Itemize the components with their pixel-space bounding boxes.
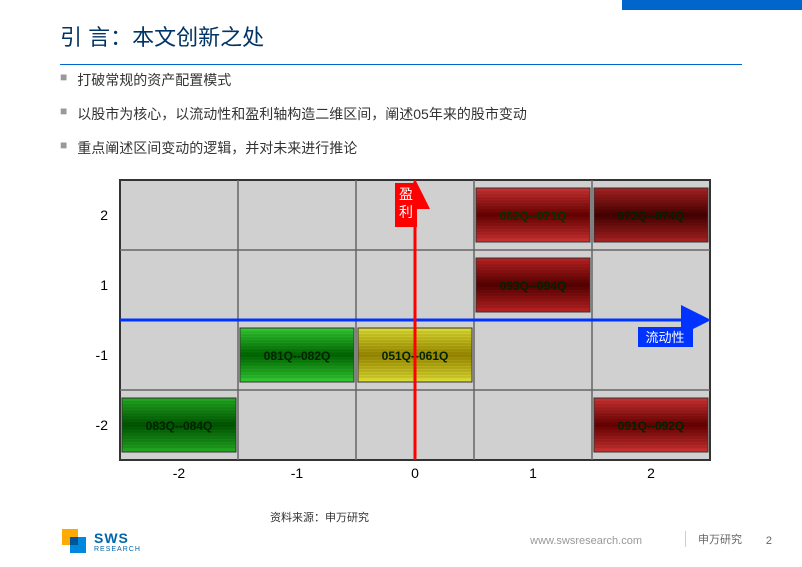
x-tick: -1	[291, 465, 304, 481]
title-area: 引 言：本文创新之处	[60, 20, 742, 65]
footer-brand: 申万研究	[685, 531, 742, 547]
page-title: 引 言：本文创新之处	[60, 20, 742, 60]
y-tick: 1	[100, 277, 108, 293]
x-tick: 0	[411, 465, 419, 481]
bullet-text: 重点阐述区间变动的逻辑，并对未来进行推论	[77, 138, 357, 158]
bullet-marker-icon: ■	[60, 138, 67, 152]
chart-cell-label: 062Q--071Q	[500, 209, 567, 223]
x-tick: 2	[647, 465, 655, 481]
footer: SWS RESEARCH 资料来源：申万研究 www.swsresearch.c…	[0, 515, 802, 555]
title-underline	[60, 64, 742, 65]
y-tick: 2	[100, 207, 108, 223]
chart-cell-label: 081Q--082Q	[264, 349, 331, 363]
x-tick: -2	[173, 465, 186, 481]
bullet-item: ■ 以股市为核心，以流动性和盈利轴构造二维区间，阐述05年来的股市变动	[60, 104, 742, 124]
logo-text: SWS	[94, 530, 141, 546]
chart-cell-label: 083Q--084Q	[146, 419, 213, 433]
footer-url: www.swsresearch.com	[530, 535, 642, 547]
source-text: 资料来源：申万研究	[270, 509, 369, 525]
chart-cell-label: 091Q--092Q	[618, 419, 685, 433]
y-axis-label-2: 利	[399, 204, 413, 220]
chart-cell-label: 093Q--094Q	[500, 279, 567, 293]
chart-cell-label: 072Q--074Q	[618, 209, 685, 223]
y-tick: -1	[96, 347, 109, 363]
top-accent-bar	[0, 0, 802, 10]
logo-icon	[60, 527, 88, 555]
bullet-item: ■ 重点阐述区间变动的逻辑，并对未来进行推论	[60, 138, 742, 158]
chart-svg: 062Q--071Q 072Q--074Q 093Q--094Q 081Q--082Q…	[80, 175, 720, 485]
y-axis-label-1: 盈	[399, 186, 413, 202]
bullet-text: 打破常规的资产配置模式	[77, 70, 231, 90]
logo-subtext: RESEARCH	[94, 546, 141, 553]
bullet-text: 以股市为核心，以流动性和盈利轴构造二维区间，阐述05年来的股市变动	[77, 104, 527, 124]
page-number: 2	[766, 535, 772, 547]
y-tick: -2	[96, 417, 109, 433]
x-tick: 1	[529, 465, 537, 481]
bullet-item: ■ 打破常规的资产配置模式	[60, 70, 742, 90]
bullet-marker-icon: ■	[60, 104, 67, 118]
bullet-list: ■ 打破常规的资产配置模式 ■ 以股市为核心，以流动性和盈利轴构造二维区间，阐述…	[60, 70, 742, 172]
logo: SWS RESEARCH	[60, 527, 141, 555]
bullet-marker-icon: ■	[60, 70, 67, 84]
x-axis-label: 流动性	[645, 330, 684, 345]
quadrant-chart: 062Q--071Q 072Q--074Q 093Q--094Q 081Q--082Q…	[80, 175, 720, 485]
